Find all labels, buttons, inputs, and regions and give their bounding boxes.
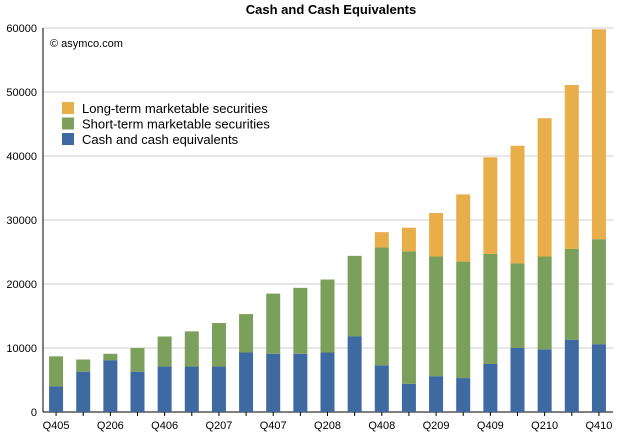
bar-Q209-series-1 xyxy=(429,256,444,377)
y-tick-label: 50000 xyxy=(6,87,37,99)
y-tick-label: 40000 xyxy=(6,151,37,163)
bar-Q306-series-1 xyxy=(130,348,145,372)
bar-Q106-series-0 xyxy=(76,371,91,412)
bar-Q207-series-1 xyxy=(211,323,226,367)
bar-Q406-series-1 xyxy=(157,336,172,367)
bar-Q308-series-0 xyxy=(347,336,362,412)
bar-Q410-series-1 xyxy=(591,239,606,345)
bar-Q209-series-0 xyxy=(429,376,444,412)
y-tick-label: 20000 xyxy=(6,279,37,291)
legend: Long-term marketable securitiesShort-ter… xyxy=(62,101,270,147)
bar-Q307-series-0 xyxy=(239,352,254,412)
bar-Q407-series-1 xyxy=(266,293,281,354)
legend-label: Cash and cash equivalents xyxy=(82,132,239,147)
bar-Q408-series-2 xyxy=(374,232,389,248)
bar-Q410-series-0 xyxy=(591,344,606,412)
bar-Q206-series-1 xyxy=(103,353,118,361)
legend-label: Long-term marketable securities xyxy=(82,101,268,116)
bar-Q110-series-2 xyxy=(510,145,525,264)
chart-title: Cash and Cash Equivalents xyxy=(246,2,417,17)
bar-Q208-series-0 xyxy=(320,352,335,412)
x-tick-label: Q410 xyxy=(585,420,612,432)
bar-Q309-series-2 xyxy=(456,194,471,262)
bar-Q210-series-2 xyxy=(537,118,552,257)
bar-Q310-series-1 xyxy=(564,248,579,340)
bar-Q208-series-1 xyxy=(320,279,335,353)
bar-Q409-series-0 xyxy=(483,364,498,412)
bar-Q309-series-0 xyxy=(456,378,471,412)
x-tick-label: Q406 xyxy=(151,420,178,432)
bar-Q109-series-2 xyxy=(401,227,416,252)
bar-Q307-series-1 xyxy=(239,314,254,353)
bar-Q406-series-0 xyxy=(157,366,172,412)
bar-Q308-series-1 xyxy=(347,255,362,337)
bar-Q207-series-0 xyxy=(211,366,226,412)
x-tick-label: Q207 xyxy=(205,420,232,432)
bar-Q108-series-1 xyxy=(293,287,308,354)
bar-Q409-series-2 xyxy=(483,157,498,254)
legend-swatch xyxy=(62,117,74,130)
x-tick-label: Q407 xyxy=(260,420,287,432)
y-tick-label: 60000 xyxy=(6,23,37,35)
credit-text: © asymco.com xyxy=(50,38,123,50)
bars xyxy=(49,29,606,412)
legend-swatch xyxy=(62,133,74,145)
bar-Q310-series-2 xyxy=(564,84,579,249)
bar-Q110-series-1 xyxy=(510,263,525,348)
bar-Q109-series-1 xyxy=(401,251,416,384)
bar-Q409-series-1 xyxy=(483,253,498,364)
x-tick-label: Q405 xyxy=(43,420,70,432)
y-tick-label: 30000 xyxy=(6,215,37,227)
bar-Q107-series-1 xyxy=(184,331,199,367)
bar-Q107-series-0 xyxy=(184,366,199,412)
bar-Q209-series-2 xyxy=(429,212,444,257)
y-tick-label: 10000 xyxy=(6,343,37,355)
x-tick-label: Q409 xyxy=(477,420,504,432)
bar-Q410-series-2 xyxy=(591,29,606,240)
bar-Q110-series-0 xyxy=(510,348,525,412)
bar-Q306-series-0 xyxy=(130,371,145,412)
legend-swatch xyxy=(62,102,74,114)
bar-Q309-series-1 xyxy=(456,261,471,379)
bar-Q108-series-0 xyxy=(293,353,308,412)
x-tick-label: Q209 xyxy=(423,420,450,432)
bar-Q407-series-0 xyxy=(266,353,281,412)
bar-Q408-series-1 xyxy=(374,247,389,366)
legend-label: Short-term marketable securities xyxy=(82,117,270,132)
bar-Q206-series-0 xyxy=(103,360,118,412)
bar-Q408-series-0 xyxy=(374,365,389,412)
bar-Q106-series-1 xyxy=(76,359,91,372)
x-tick-label: Q208 xyxy=(314,420,341,432)
y-tick-label: 0 xyxy=(31,407,37,419)
bar-Q405-series-0 xyxy=(49,386,64,412)
x-tick-label: Q408 xyxy=(368,420,395,432)
bar-Q109-series-0 xyxy=(401,383,416,412)
bar-Q210-series-0 xyxy=(537,349,552,412)
bar-Q210-series-1 xyxy=(537,256,552,350)
x-tick-label: Q206 xyxy=(97,420,124,432)
bar-Q310-series-0 xyxy=(564,339,579,412)
x-tick-label: Q210 xyxy=(531,420,558,432)
bar-Q405-series-1 xyxy=(49,356,64,387)
